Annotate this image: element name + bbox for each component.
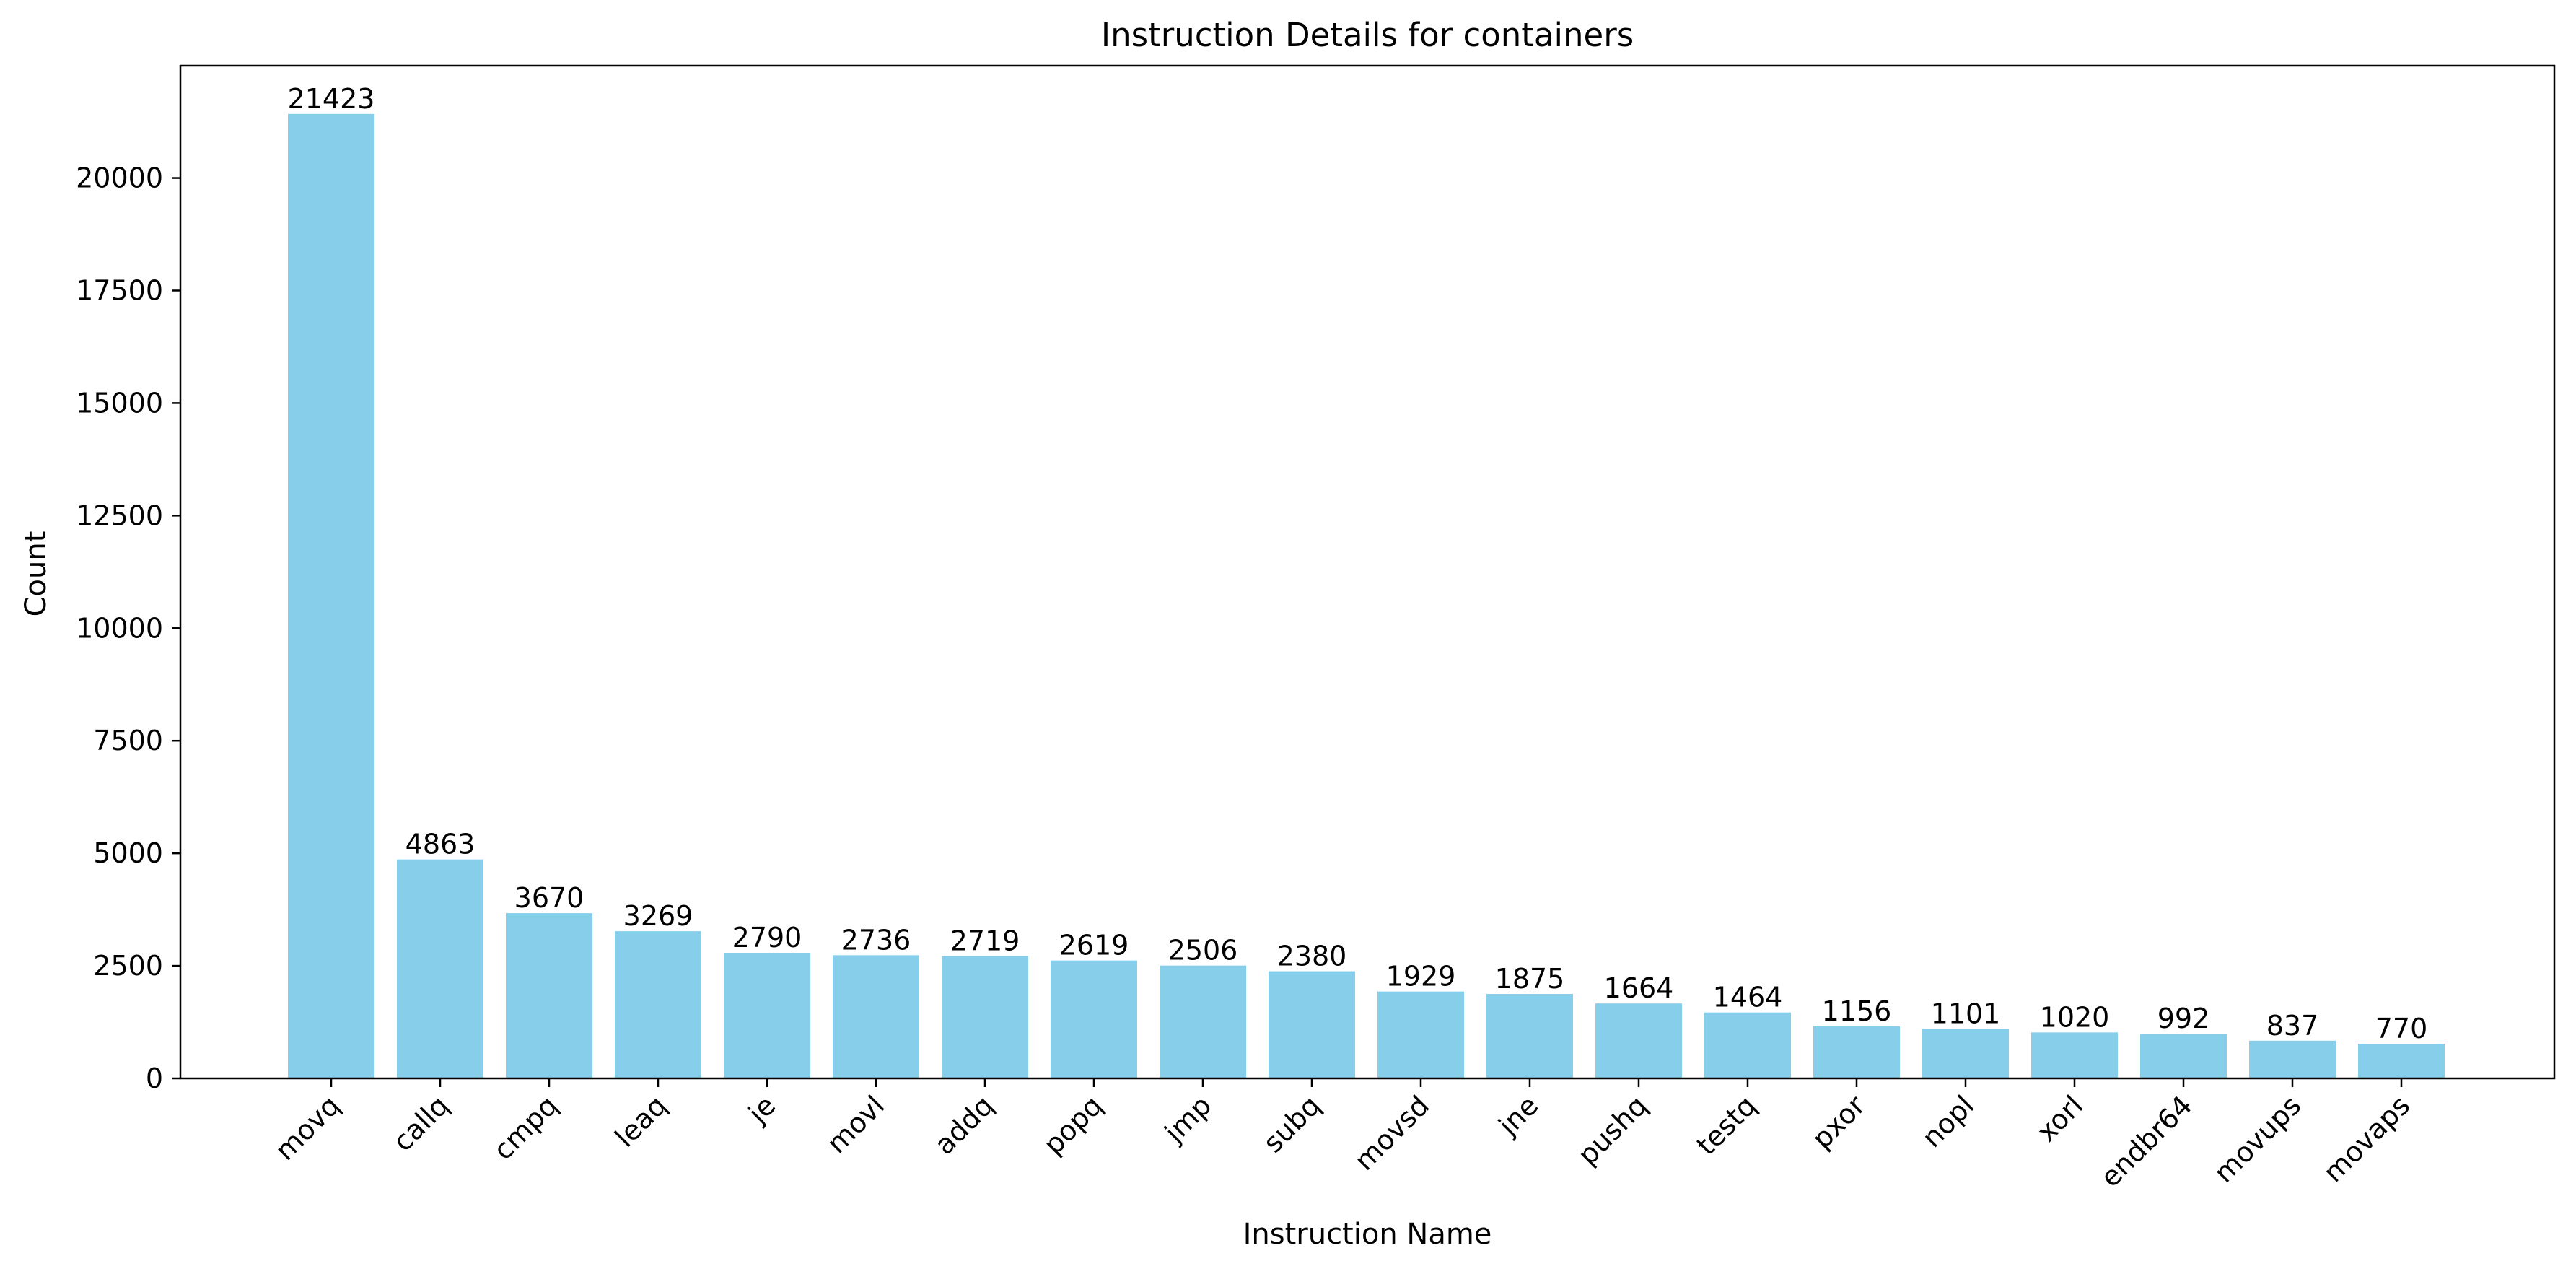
bar-je xyxy=(724,952,810,1078)
y-tick-label-10000: 10000 xyxy=(76,612,163,644)
bar-popq xyxy=(1051,960,1137,1078)
bar-movups xyxy=(2249,1040,2336,1078)
value-label-pushq: 1664 xyxy=(1604,972,1674,1004)
value-label-cmpq: 3670 xyxy=(514,882,584,914)
x-tick-label-callq: callq xyxy=(387,1089,455,1157)
value-label-jne: 1875 xyxy=(1495,963,1565,995)
y-axis: 0 2500 5000 7500 10000 12500 15000 17500 20000 xyxy=(76,162,180,1094)
x-tick-label-popq: popq xyxy=(1038,1089,1109,1161)
value-label-je: 2790 xyxy=(732,922,802,954)
value-label-popq: 2619 xyxy=(1059,930,1129,961)
x-tick-label-testq: testq xyxy=(1691,1089,1763,1161)
bar-testq xyxy=(1704,1012,1791,1078)
x-tick-label-endbr64: endbr64 xyxy=(2094,1089,2198,1193)
y-tick-label-17500: 17500 xyxy=(76,274,163,306)
value-label-leaq: 3269 xyxy=(623,900,693,932)
x-tick-label-pushq: pushq xyxy=(1572,1089,1653,1171)
plot-frame xyxy=(179,64,2556,1080)
bar-endbr64 xyxy=(2140,1034,2227,1078)
y-tick-label-2500: 2500 xyxy=(93,950,163,982)
y-tick-label-20000: 20000 xyxy=(76,162,163,194)
x-tick-label-jne: jne xyxy=(1492,1089,1545,1142)
x-tick-label-leaq: leaq xyxy=(609,1089,673,1153)
bar-jmp xyxy=(1160,965,1246,1078)
value-label-movl: 2736 xyxy=(841,924,911,956)
bar-cmpq xyxy=(506,913,592,1078)
x-tick-label-addq: addq xyxy=(929,1089,1000,1161)
y-tick-label-15000: 15000 xyxy=(76,387,163,419)
x-tick-label-movups: movups xyxy=(2208,1089,2308,1189)
bar-movl xyxy=(833,955,919,1078)
bar-addq xyxy=(942,956,1028,1078)
x-tick-label-nopl: nopl xyxy=(1916,1089,1980,1153)
bar-leaq xyxy=(615,931,701,1078)
y-tick-label-12500: 12500 xyxy=(76,499,163,531)
value-label-endbr64: 992 xyxy=(2157,1003,2210,1034)
x-tick-label-movaps: movaps xyxy=(2317,1089,2416,1188)
bar-subq xyxy=(1269,971,1355,1078)
bar-movsd xyxy=(1377,991,1464,1078)
value-label-jmp: 2506 xyxy=(1168,935,1238,967)
value-label-xorl: 1020 xyxy=(2040,1001,2110,1033)
x-tick-label-movsd: movsd xyxy=(1349,1089,1436,1177)
bar-xorl xyxy=(2031,1032,2118,1078)
value-label-callq: 4863 xyxy=(406,829,476,860)
x-tick-label-pxor: pxor xyxy=(1806,1089,1872,1155)
y-tick-label-7500: 7500 xyxy=(93,725,163,756)
x-tick-label-xorl: xorl xyxy=(2030,1089,2089,1148)
x-tick-label-cmpq: cmpq xyxy=(487,1089,564,1166)
value-label-movq: 21423 xyxy=(288,83,375,115)
value-labels-group: 21423 4863 3670 3269 2790 2736 2719 2619 2506 238… xyxy=(288,83,2428,1044)
y-tick-label-5000: 5000 xyxy=(93,837,163,869)
value-label-movaps: 770 xyxy=(2375,1013,2428,1044)
chart-title: Instruction Details for containers xyxy=(1101,16,1634,54)
x-axis: movq callq cmpq leaq je movl addq popq jmp subq mo… xyxy=(269,1078,2416,1193)
x-axis-label: Instruction Name xyxy=(1243,1218,1492,1251)
bars-group xyxy=(288,113,2445,1078)
value-label-pxor: 1156 xyxy=(1822,995,1892,1027)
x-tick-label-subq: subq xyxy=(1257,1089,1326,1159)
y-axis-label: Count xyxy=(19,531,53,617)
value-label-addq: 2719 xyxy=(950,925,1020,956)
x-tick-label-movl: movl xyxy=(820,1089,890,1159)
y-tick-label-0: 0 xyxy=(146,1063,163,1094)
value-label-movups: 837 xyxy=(2266,1010,2319,1042)
bar-movaps xyxy=(2358,1043,2445,1078)
bar-nopl xyxy=(1922,1029,2009,1078)
value-label-nopl: 1101 xyxy=(1931,998,2001,1029)
value-label-movsd: 1929 xyxy=(1386,961,1456,992)
bar-movq xyxy=(288,113,374,1078)
x-tick-label-je: je xyxy=(742,1089,782,1130)
value-label-subq: 2380 xyxy=(1277,941,1347,972)
value-label-testq: 1464 xyxy=(1713,982,1783,1013)
bar-callq xyxy=(397,859,483,1078)
x-tick-label-movq: movq xyxy=(269,1089,346,1166)
bar-pxor xyxy=(1813,1026,1900,1078)
bar-jne xyxy=(1486,994,1573,1078)
bar-pushq xyxy=(1595,1003,1682,1078)
x-tick-label-jmp: jmp xyxy=(1158,1089,1218,1149)
